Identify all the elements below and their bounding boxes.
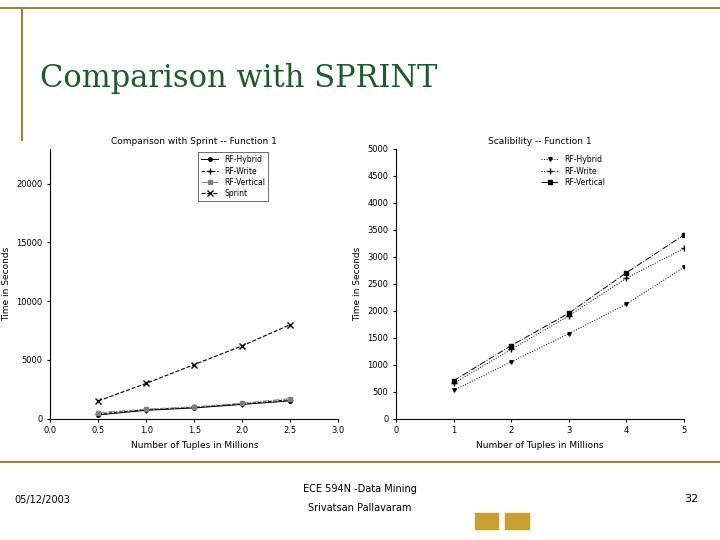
RF-Vertical — [680, 232, 688, 238]
RF-Vertical — [622, 269, 631, 276]
RF-Hybrid — [94, 411, 103, 418]
Title: Scalibility -- Function 1: Scalibility -- Function 1 — [488, 137, 592, 146]
RF-Vertical — [190, 403, 199, 410]
RF-Write — [507, 346, 516, 353]
RF-Write — [564, 313, 573, 319]
Text: 32: 32 — [684, 495, 698, 504]
X-axis label: Number of Tuples in Millions: Number of Tuples in Millions — [476, 441, 604, 450]
Line: RF-Write: RF-Write — [451, 246, 687, 386]
RF-Hybrid — [142, 407, 150, 414]
Sprint — [142, 380, 150, 387]
Text: Srivatsan Pallavaram: Srivatsan Pallavaram — [308, 503, 412, 512]
RF-Hybrid — [238, 401, 247, 408]
Legend: RF-Hybrid, RF-Write, RF-Vertical, Sprint: RF-Hybrid, RF-Write, RF-Vertical, Sprint — [198, 152, 269, 201]
RF-Write — [449, 380, 458, 387]
Y-axis label: Time in Seconds: Time in Seconds — [2, 246, 11, 321]
RF-Vertical — [564, 310, 573, 316]
RF-Vertical — [94, 409, 103, 416]
Legend: RF-Hybrid, RF-Write, RF-Vertical: RF-Hybrid, RF-Write, RF-Vertical — [538, 152, 608, 190]
RF-Write — [622, 275, 631, 281]
Line: RF-Hybrid: RF-Hybrid — [96, 399, 292, 417]
RF-Hybrid — [190, 404, 199, 411]
Sprint — [286, 321, 294, 328]
Text: UCSB: UCSB — [484, 481, 521, 494]
Line: RF-Hybrid: RF-Hybrid — [452, 266, 685, 392]
Sprint — [94, 397, 103, 404]
RF-Hybrid — [564, 330, 573, 337]
Line: Sprint: Sprint — [96, 322, 293, 404]
RF-Vertical — [142, 406, 150, 413]
RF-Hybrid — [680, 264, 688, 271]
RF-Vertical — [449, 377, 458, 384]
Text: ECE 594N -Data Mining: ECE 594N -Data Mining — [303, 484, 417, 494]
RF-Hybrid — [286, 397, 294, 404]
Line: RF-Vertical: RF-Vertical — [96, 397, 292, 414]
Y-axis label: Time in Seconds: Time in Seconds — [353, 246, 361, 321]
RF-Write — [680, 245, 688, 252]
Text: Comparison with SPRINT: Comparison with SPRINT — [40, 63, 437, 94]
Line: RF-Vertical: RF-Vertical — [452, 233, 685, 382]
RF-Vertical — [507, 342, 516, 349]
RF-Vertical — [238, 400, 247, 407]
Sprint — [238, 342, 247, 349]
RF-Write — [238, 401, 247, 407]
RF-Hybrid — [622, 301, 631, 307]
RF-Write — [142, 407, 150, 413]
Title: Comparison with Sprint -- Function 1: Comparison with Sprint -- Function 1 — [112, 137, 277, 146]
RF-Vertical — [286, 395, 294, 402]
RF-Write — [94, 410, 103, 417]
RF-Hybrid — [507, 359, 516, 365]
Text: 05/12/2003: 05/12/2003 — [14, 495, 71, 504]
Bar — [474, 513, 498, 529]
RF-Write — [190, 404, 199, 410]
Bar — [505, 513, 528, 529]
X-axis label: Number of Tuples in Millions: Number of Tuples in Millions — [130, 441, 258, 450]
RF-Write — [286, 396, 294, 403]
RF-Hybrid — [449, 387, 458, 394]
Line: RF-Write: RF-Write — [96, 397, 293, 416]
Sprint — [190, 361, 199, 368]
